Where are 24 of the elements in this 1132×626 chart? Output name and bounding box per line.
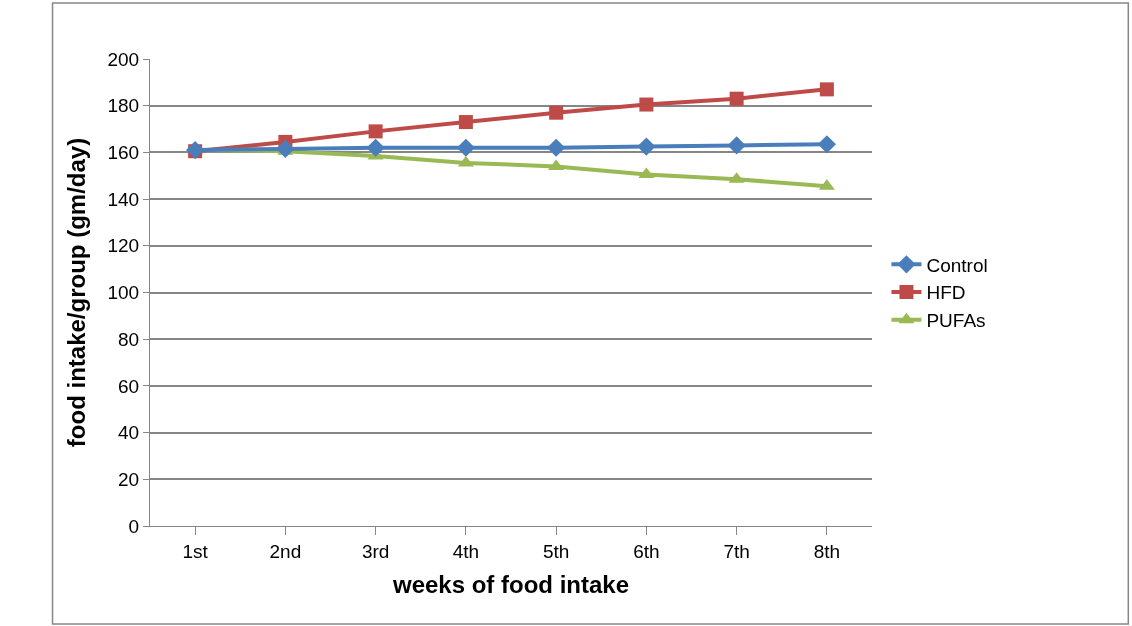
x-tick-label: 6th bbox=[633, 540, 660, 562]
y-tick-label: 40 bbox=[118, 422, 140, 444]
y-tick-label: 20 bbox=[118, 468, 140, 490]
x-tick-label: 1st bbox=[182, 540, 209, 562]
y-axis-title: food intake/group (gm/day) bbox=[62, 137, 90, 448]
x-tick-label: 4th bbox=[452, 540, 480, 562]
legend-label: PUFAs bbox=[926, 310, 986, 332]
x-tick-label: 2nd bbox=[269, 540, 302, 562]
y-tick-label: 200 bbox=[107, 48, 140, 70]
y-tick-label: 180 bbox=[107, 95, 140, 117]
x-axis-title: weeks of food intake bbox=[391, 571, 630, 599]
x-tick-label: 3rd bbox=[361, 540, 390, 562]
y-tick-label: 160 bbox=[107, 142, 140, 164]
y-tick-label: 60 bbox=[118, 375, 140, 397]
y-tick-label: 140 bbox=[107, 188, 140, 210]
y-tick-label: 0 bbox=[128, 515, 140, 537]
x-tick-label: 8th bbox=[813, 540, 841, 562]
legend-label: HFD bbox=[926, 282, 966, 304]
y-tick-label: 120 bbox=[107, 235, 140, 257]
x-tick-label: 7th bbox=[723, 540, 750, 562]
y-tick-label: 80 bbox=[118, 328, 140, 350]
x-tick-label: 5th bbox=[542, 540, 570, 562]
legend-label: Control bbox=[926, 254, 988, 276]
y-tick-label: 100 bbox=[107, 282, 140, 304]
